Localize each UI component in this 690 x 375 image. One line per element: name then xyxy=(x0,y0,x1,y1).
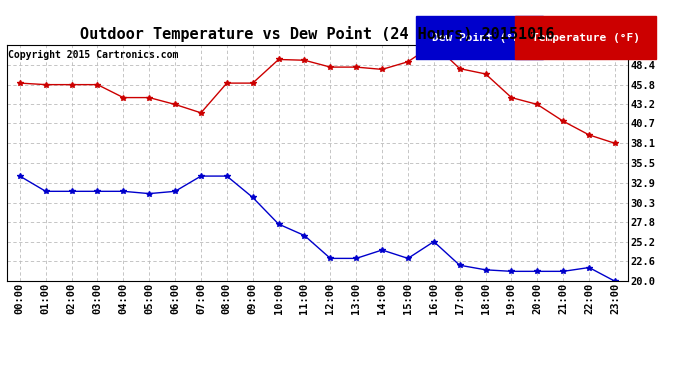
Text: Dew Point (°F): Dew Point (°F) xyxy=(432,33,526,43)
Text: Temperature (°F): Temperature (°F) xyxy=(531,33,640,43)
Title: Outdoor Temperature vs Dew Point (24 Hours) 20151016: Outdoor Temperature vs Dew Point (24 Hou… xyxy=(80,27,555,42)
Text: Copyright 2015 Cartronics.com: Copyright 2015 Cartronics.com xyxy=(8,50,179,60)
